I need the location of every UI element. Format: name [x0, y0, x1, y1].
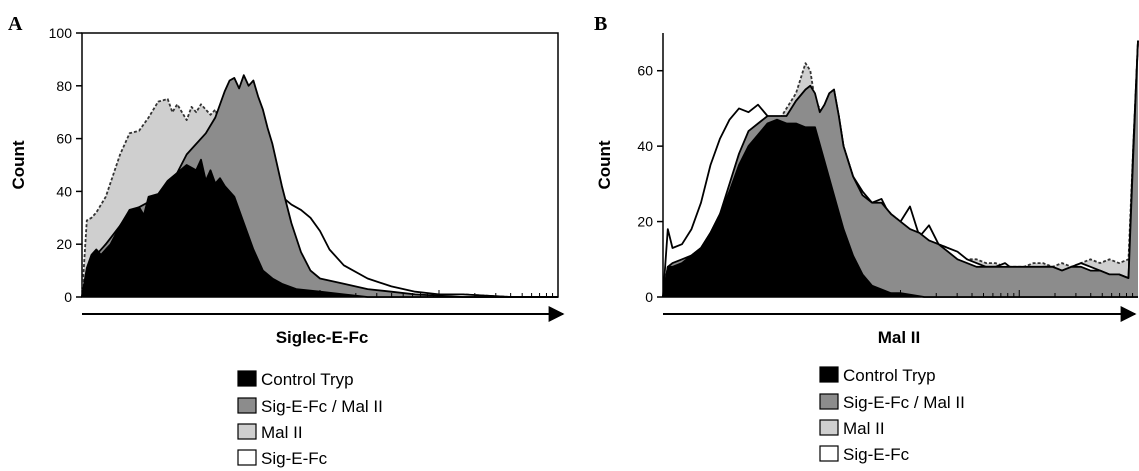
panel-b-legend-swatch-control-tryp — [819, 366, 839, 383]
panel-a-legend-swatch-control-tryp — [237, 370, 257, 387]
panel-b-legend-swatch-mal-ii — [819, 419, 839, 436]
panel-a: A 0 20 40 60 80 100 Count Siglec-E-Fc Control… — [8, 13, 565, 468]
panel-a-legend-label-sig-e-fc-mal-ii: Sig-E-Fc / Mal II — [261, 397, 383, 416]
panel-b-legend-swatch-sig-e-fc — [819, 445, 839, 462]
panel-b-outline-sig-e-fc-mal-ii — [662, 40, 1139, 298]
panel-a-ytick-label-60: 60 — [56, 131, 72, 147]
panel-b: B 0 20 40 60 Count Mal II Control Tryp Sig-… — [594, 13, 1139, 464]
panel-b-area-control-tryp — [663, 119, 1138, 297]
panel-a-ytick-label-20: 20 — [56, 236, 72, 252]
panel-a-legend-label-mal-ii: Mal II — [261, 423, 303, 442]
panel-b-outline-mal-ii — [662, 40, 1139, 298]
panel-b-xlabel: Mal II — [878, 328, 921, 347]
panel-b-legend-label-control-tryp: Control Tryp — [843, 366, 936, 385]
panel-a-legend: Control Tryp Sig-E-Fc / Mal II Mal II Si… — [237, 370, 383, 468]
panel-b-legend-label-sig-e-fc: Sig-E-Fc — [843, 445, 910, 464]
panel-a-legend-label-control-tryp: Control Tryp — [261, 370, 354, 389]
panel-b-ytick-label-40: 40 — [637, 138, 653, 154]
panel-b-ytick-label-60: 60 — [637, 63, 653, 79]
panel-b-letter: B — [594, 13, 607, 35]
panel-a-ytick-label-80: 80 — [56, 78, 72, 94]
panel-a-xlabel: Siglec-E-Fc — [276, 328, 369, 347]
panel-a-ylabel: Count — [9, 140, 28, 189]
panel-a-letter: A — [8, 13, 23, 35]
panel-a-ytick-label-40: 40 — [56, 183, 72, 199]
panel-a-ytick-label-0: 0 — [64, 289, 72, 305]
panel-a-legend-swatch-sig-e-fc-mal-ii — [237, 397, 257, 414]
panel-a-legend-swatch-mal-ii — [237, 423, 257, 440]
panel-b-legend-label-mal-ii: Mal II — [843, 419, 885, 438]
panel-b-legend: Control Tryp Sig-E-Fc / Mal II Mal II Si… — [819, 366, 965, 464]
panel-b-legend-label-sig-e-fc-mal-ii: Sig-E-Fc / Mal II — [843, 393, 965, 412]
panel-b-legend-swatch-sig-e-fc-mal-ii — [819, 393, 839, 410]
panel-a-plot: 0 20 40 60 80 100 — [49, 25, 559, 305]
panel-b-ytick-label-0: 0 — [645, 289, 653, 305]
panel-a-ytick-label-100: 100 — [49, 25, 73, 41]
panel-a-legend-label-sig-e-fc: Sig-E-Fc — [261, 449, 328, 468]
panel-a-legend-swatch-sig-e-fc — [237, 449, 257, 466]
panel-b-ylabel: Count — [595, 140, 614, 189]
panel-a-area-control-tryp — [82, 159, 558, 297]
panel-b-outline-control-tryp — [662, 118, 1138, 298]
panel-b-ytick-label-20: 20 — [637, 214, 653, 230]
panel-b-plot: 0 20 40 60 — [637, 33, 1139, 305]
